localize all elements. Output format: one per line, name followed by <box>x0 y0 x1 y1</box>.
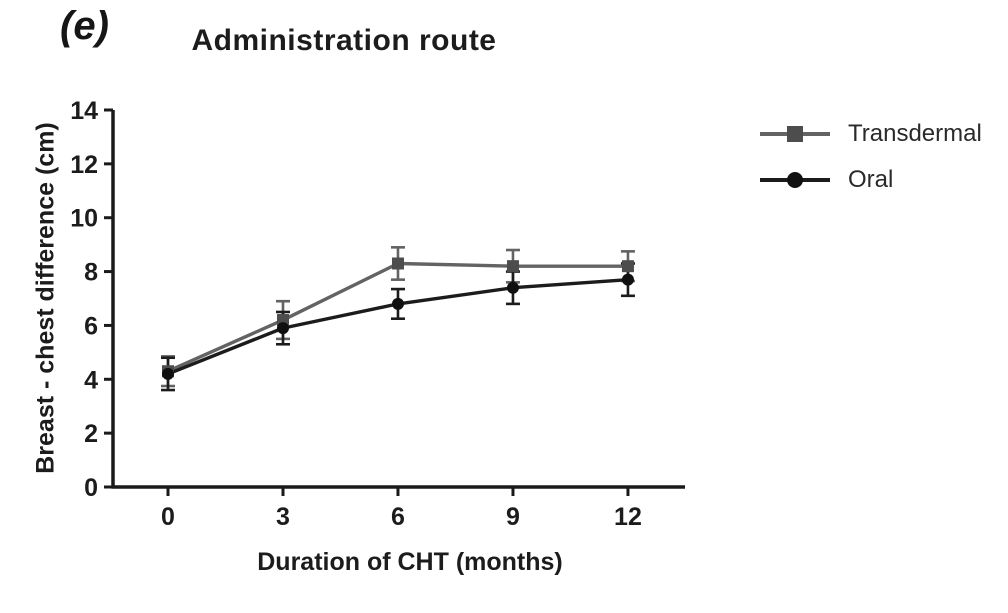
x-tick-label: 3 <box>276 503 290 531</box>
y-tick-label: 2 <box>84 420 98 448</box>
circle-marker-oral <box>506 281 519 294</box>
panel-label: (e) <box>60 4 109 48</box>
y-tick-label: 0 <box>84 474 98 502</box>
square-marker-transdermal <box>506 260 519 273</box>
x-tick-label: 0 <box>161 503 175 531</box>
y-tick-label: 4 <box>84 366 98 394</box>
square-marker-transdermal <box>391 257 404 270</box>
x-tick-label: 6 <box>391 503 405 531</box>
oral-legend-marker-icon <box>760 172 830 188</box>
y-tick-label: 10 <box>70 205 98 233</box>
circle-marker-oral <box>276 322 289 335</box>
legend-item-transdermal: Transdermal <box>758 116 982 152</box>
transdermal-legend-marker-icon <box>760 126 830 142</box>
x-axis-label: Duration of CHT (months) <box>257 548 563 576</box>
chart-title: Administration route <box>191 24 497 57</box>
x-tick-label: 12 <box>614 503 642 531</box>
y-tick-label: 14 <box>70 97 98 125</box>
y-tick-label: 8 <box>84 259 98 287</box>
legend-label-oral: Oral <box>848 166 894 193</box>
circle-marker-oral <box>621 273 634 286</box>
legend-item-oral: Oral <box>758 162 982 198</box>
circle-marker-oral <box>162 367 174 380</box>
y-tick-label: 6 <box>84 312 98 340</box>
square-marker-transdermal <box>621 260 634 273</box>
y-tick-label: 12 <box>70 151 98 179</box>
legend: Transdermal Oral <box>758 116 982 198</box>
x-tick-label: 9 <box>506 503 520 531</box>
circle-marker-oral <box>391 297 404 310</box>
legend-label-transdermal: Transdermal <box>848 120 982 147</box>
